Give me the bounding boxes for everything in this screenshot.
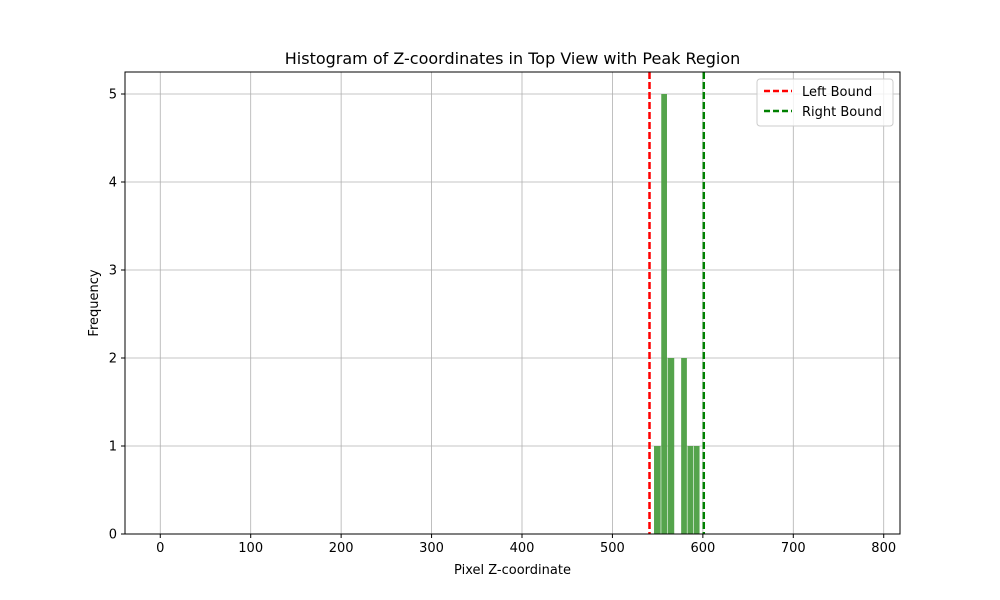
y-tick-label: 0 — [109, 528, 117, 543]
axis-ticks: 0 100 200 300 400 500 600 700 800 0 1 2 3 4 5 — [109, 88, 896, 557]
histogram-bar — [654, 446, 661, 534]
x-tick-label: 200 — [329, 541, 354, 556]
chart-title: Histogram of Z-coordinates in Top View w… — [285, 49, 741, 68]
y-tick-label: 4 — [109, 176, 117, 191]
x-tick-label: 0 — [156, 541, 164, 556]
x-tick-label: 600 — [690, 541, 715, 556]
bound-lines — [648, 72, 706, 534]
x-axis-label: Pixel Z-coordinate — [454, 563, 571, 578]
histogram-bar — [687, 446, 694, 534]
y-tick-label: 1 — [109, 440, 117, 455]
y-tick-label: 2 — [109, 352, 117, 367]
histogram-bar — [667, 358, 675, 534]
y-tick-label: 5 — [109, 88, 117, 103]
legend: Left Bound Right Bound — [756, 78, 894, 127]
x-tick-label: 700 — [781, 541, 806, 556]
legend-label-right-bound: Right Bound — [802, 105, 882, 120]
x-tick-label: 300 — [419, 541, 444, 556]
y-axis-label: Frequency — [87, 269, 102, 336]
x-tick-label: 800 — [871, 541, 896, 556]
plot-frame — [124, 71, 901, 535]
histogram-bars — [654, 94, 700, 534]
x-tick-label: 100 — [238, 541, 263, 556]
x-tick-label: 500 — [600, 541, 625, 556]
histogram-bar — [693, 446, 700, 534]
plot-area — [125, 72, 900, 534]
histogram-bar — [661, 94, 667, 534]
legend-label-left-bound: Left Bound — [802, 85, 872, 100]
y-tick-label: 3 — [109, 264, 117, 279]
x-tick-label: 400 — [510, 541, 535, 556]
histogram-bar — [681, 358, 687, 534]
